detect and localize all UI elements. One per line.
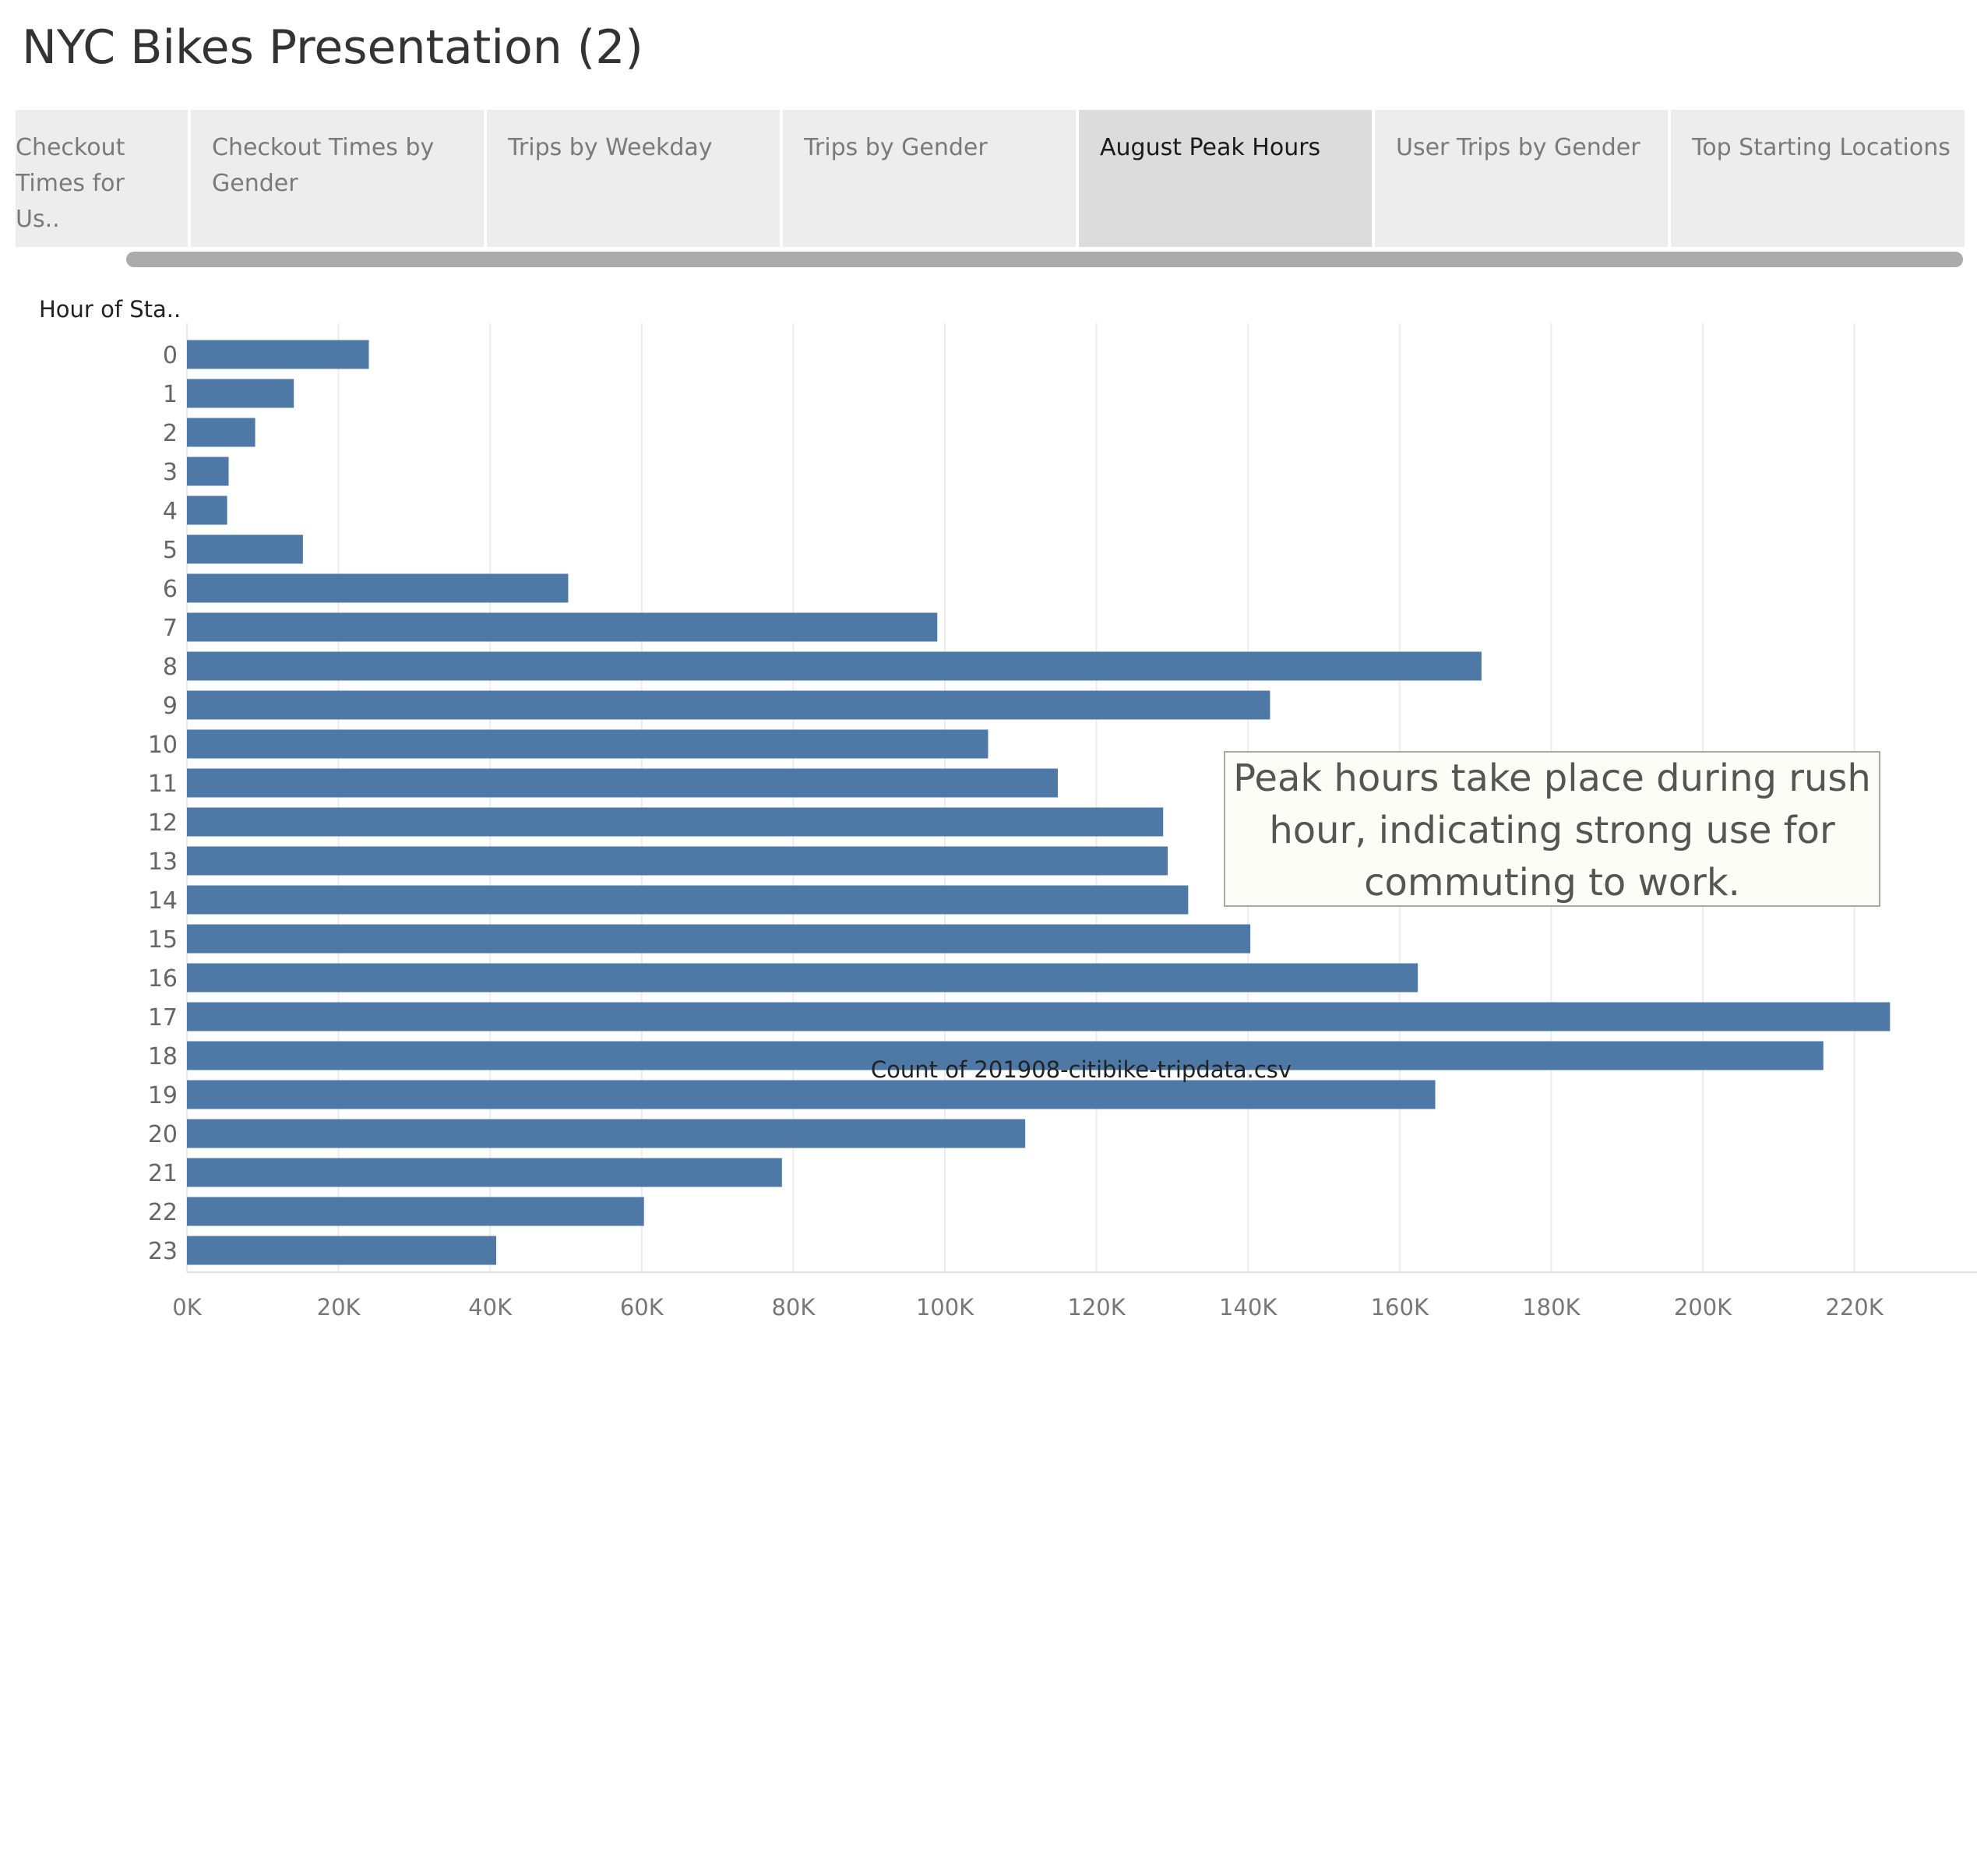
tab-label: August Peak Hours [1100, 134, 1321, 161]
y-tick-label: 1 [163, 381, 178, 408]
tab-august-peak-hours[interactable]: August Peak Hours [1079, 110, 1375, 247]
bar-hour-8 [187, 651, 1482, 681]
peak-hours-bar-chart: 012345678910111213141516171819202122230K… [39, 296, 1977, 1321]
x-axis-title: Count of 201908-citibike-tripdata.csv [871, 1056, 1292, 1083]
bar-hour-12 [187, 807, 1164, 837]
page-title: NYC Bikes Presentation (2) [22, 20, 643, 75]
y-tick-label: 22 [148, 1199, 178, 1226]
tab-checkout-times-for-users[interactable]: Checkout Times for Us.. [16, 110, 191, 247]
y-tick-label: 9 [163, 693, 178, 720]
y-tick-label: 7 [163, 615, 178, 642]
tab-user-trips-by-gender[interactable]: User Trips by Gender [1375, 110, 1671, 247]
x-tick-label: 100K [916, 1294, 974, 1321]
y-tick-label: 10 [148, 732, 178, 759]
bar-hour-0 [187, 340, 369, 369]
x-tick-label: 200K [1674, 1294, 1732, 1321]
bar-hour-17 [187, 1002, 1891, 1031]
annotation-text: Peak hours take place during rush hour, … [1233, 756, 1871, 905]
bar-hour-18 [187, 1041, 1824, 1070]
y-tick-label: 17 [148, 1004, 178, 1031]
annotation-box: Peak hours take place during rush hour, … [1224, 751, 1880, 907]
y-tick-label: 19 [148, 1082, 178, 1109]
x-tick-label: 220K [1825, 1294, 1884, 1321]
tab-top-starting-locations[interactable]: Top Starting Locations [1671, 110, 1965, 247]
bar-hour-23 [187, 1236, 496, 1265]
bar-hour-5 [187, 534, 303, 564]
tab-label: Trips by Gender [804, 134, 988, 161]
bar-hour-6 [187, 573, 569, 603]
tab-trips-by-weekday[interactable]: Trips by Weekday [487, 110, 783, 247]
x-tick-label: 120K [1067, 1294, 1126, 1321]
y-tick-label: 12 [148, 809, 178, 837]
bar-hour-2 [187, 418, 255, 447]
bar-hour-13 [187, 846, 1168, 876]
bar-hour-15 [187, 924, 1251, 954]
y-tick-label: 23 [148, 1238, 178, 1265]
tab-label: Checkout Times by Gender [212, 134, 435, 197]
x-tick-label: 0K [172, 1294, 202, 1321]
y-tick-label: 3 [163, 459, 178, 486]
x-tick-label: 40K [468, 1294, 513, 1321]
x-tick-label: 60K [620, 1294, 664, 1321]
tab-trips-by-gender[interactable]: Trips by Gender [783, 110, 1079, 247]
x-tick-label: 20K [317, 1294, 361, 1321]
bar-hour-11 [187, 768, 1058, 798]
bar-hour-9 [187, 690, 1270, 720]
y-tick-label: 2 [163, 420, 178, 447]
x-tick-label: 140K [1219, 1294, 1277, 1321]
y-tick-label: 6 [163, 576, 178, 603]
x-tick-label: 80K [771, 1294, 816, 1321]
bar-hour-4 [187, 495, 227, 525]
x-tick-label: 160K [1371, 1294, 1429, 1321]
bar-hour-14 [187, 885, 1189, 915]
bar-hour-10 [187, 729, 988, 759]
y-tick-label: 0 [163, 342, 178, 369]
y-tick-label: 13 [148, 848, 178, 876]
bar-hour-1 [187, 379, 294, 408]
y-tick-label: 18 [148, 1043, 178, 1070]
tab-label: Checkout Times for Us.. [16, 134, 125, 233]
bar-hour-19 [187, 1080, 1436, 1109]
tab-label: Top Starting Locations [1692, 134, 1951, 161]
y-tick-label: 14 [148, 887, 178, 915]
bar-hour-22 [187, 1197, 644, 1226]
y-tick-label: 4 [163, 498, 178, 525]
bar-hour-21 [187, 1158, 782, 1187]
y-tick-label: 8 [163, 654, 178, 681]
y-tick-label: 11 [148, 770, 178, 798]
bar-hour-20 [187, 1119, 1026, 1148]
bar-hour-3 [187, 457, 229, 486]
x-tick-label: 180K [1522, 1294, 1581, 1321]
story-tab-bar: Checkout Times for Us.. Checkout Times b… [16, 110, 1965, 247]
bar-hour-7 [187, 612, 938, 642]
y-tick-label: 5 [163, 537, 178, 564]
y-tick-label: 21 [148, 1160, 178, 1187]
tab-label: User Trips by Gender [1396, 134, 1640, 161]
tab-checkout-times-by-gender[interactable]: Checkout Times by Gender [191, 110, 487, 247]
y-tick-label: 20 [148, 1121, 178, 1148]
tab-scrollbar[interactable] [126, 252, 1963, 267]
y-axis-title: Hour of Sta.. [39, 296, 181, 323]
tab-label: Trips by Weekday [508, 134, 713, 161]
y-tick-label: 16 [148, 965, 178, 993]
bar-hour-16 [187, 963, 1418, 993]
y-tick-label: 15 [148, 926, 178, 954]
